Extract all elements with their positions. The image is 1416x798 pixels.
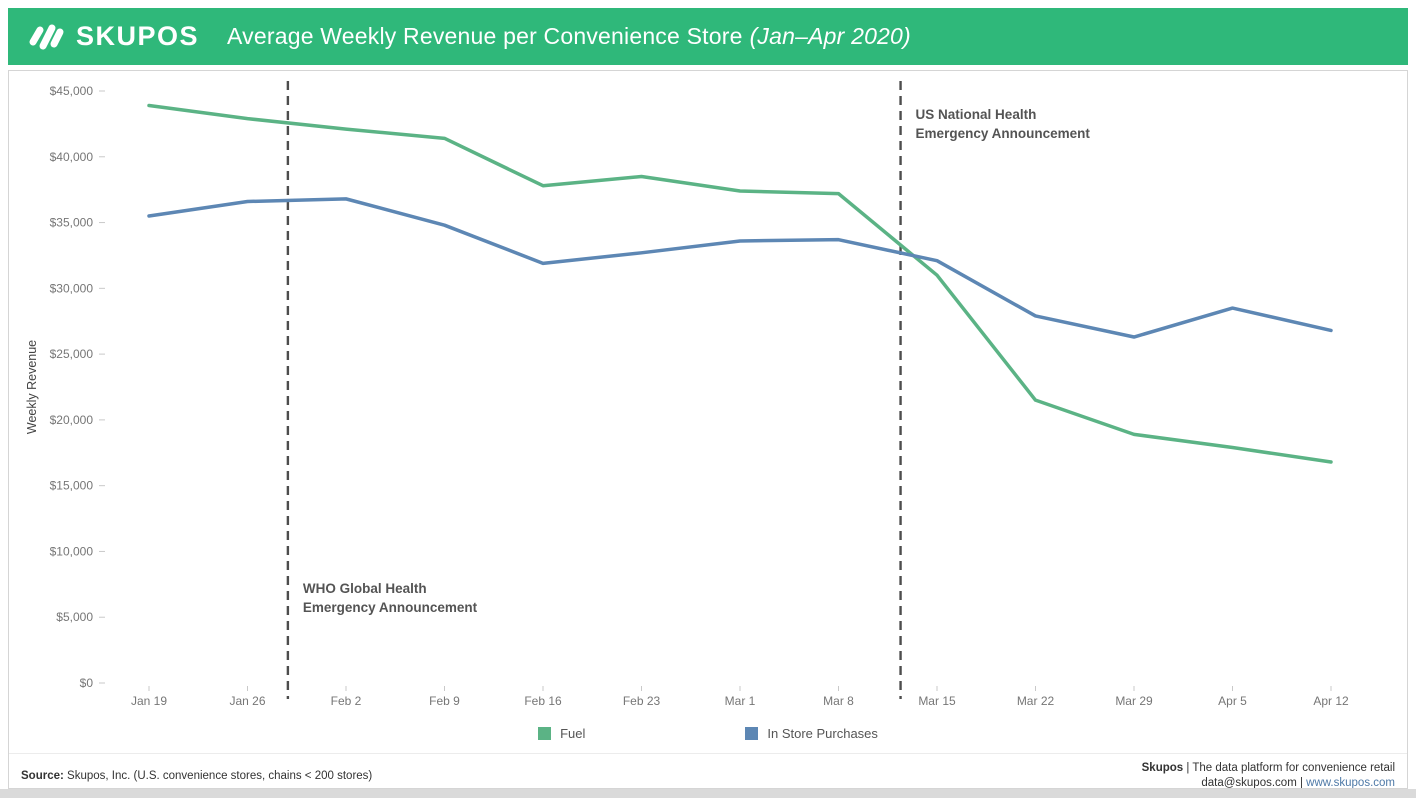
x-tick-label: Feb 2: [331, 694, 362, 708]
x-tick-label: Feb 23: [623, 694, 661, 708]
chart-footer: Source: Skupos, Inc. (U.S. convenience s…: [9, 753, 1407, 789]
annotation-who-global-health: WHO Global Health Emergency Announcement: [286, 81, 478, 699]
branding-note: Skupos | The data platform for convenien…: [1142, 761, 1395, 789]
skupos-logo: SKUPOS: [26, 19, 199, 55]
x-axis: Jan 19 Jan 26 Feb 2 Feb 9 Feb 16 Feb 23 Mar 1 M…: [131, 686, 1349, 708]
x-tick-label: Mar 8: [823, 694, 854, 708]
branding-tagline-text: | The data platform for convenience reta…: [1183, 762, 1395, 774]
x-tick-label: Apr 5: [1218, 694, 1247, 708]
y-tick-label: $15,000: [50, 479, 94, 493]
x-tick-label: Mar 15: [918, 694, 956, 708]
branding-contact: data@skupos.com | www.skupos.com: [1142, 776, 1395, 789]
window-bottom-strip: [0, 789, 1416, 798]
x-tick-label: Jan 26: [229, 694, 265, 708]
legend-item-in-store-purchases[interactable]: In Store Purchases: [745, 726, 878, 741]
branding-tagline: Skupos | The data platform for convenien…: [1142, 761, 1395, 776]
y-tick-label: $40,000: [50, 150, 94, 164]
series-line-in-store-purchases[interactable]: [147, 197, 1333, 339]
legend-swatch: [538, 726, 552, 740]
y-axis: $0 $5,000 $10,000 $15,000 $20,000 $25,000 $30,…: [50, 84, 105, 690]
legend-label: Fuel: [560, 725, 586, 741]
branding-email: data@skupos.com |: [1201, 777, 1307, 789]
y-axis-title: Weekly Revenue: [25, 340, 39, 434]
source-note: Source: Skupos, Inc. (U.S. convenience s…: [21, 770, 372, 782]
header-bar: SKUPOS Average Weekly Revenue per Conven…: [8, 8, 1408, 65]
annotation-label: US National Health: [916, 107, 1037, 122]
page-title: Average Weekly Revenue per Convenience S…: [227, 23, 911, 50]
page-title-daterange: (Jan–Apr 2020): [749, 23, 911, 49]
x-tick-label: Apr 12: [1313, 694, 1349, 708]
y-tick-label: $35,000: [50, 216, 94, 230]
annotation-us-national-health: US National Health Emergency Announcement: [899, 81, 1091, 699]
chart-legend: Fuel In Store Purchases: [9, 721, 1407, 745]
skupos-logo-icon: [29, 24, 64, 49]
annotation-label: WHO Global Health: [303, 581, 427, 596]
chart-card: $0 $5,000 $10,000 $15,000 $20,000 $25,000 $30,…: [8, 70, 1408, 789]
x-tick-label: Feb 9: [429, 694, 460, 708]
x-tick-label: Mar 22: [1017, 694, 1055, 708]
x-tick-label: Jan 19: [131, 694, 167, 708]
y-tick-label: $30,000: [50, 281, 94, 295]
page-title-text: Average Weekly Revenue per Convenience S…: [227, 23, 743, 49]
source-label: Source:: [21, 770, 64, 782]
branding-company: Skupos: [1141, 762, 1184, 774]
x-tick-label: Mar 1: [725, 694, 756, 708]
y-tick-label: $0: [80, 676, 94, 690]
chart-svg: $0 $5,000 $10,000 $15,000 $20,000 $25,000 $30,…: [25, 81, 1349, 708]
x-tick-label: Feb 16: [524, 694, 562, 708]
series-line-fuel[interactable]: [147, 103, 1333, 464]
y-tick-label: $25,000: [50, 347, 94, 361]
skupos-website-link[interactable]: www.skupos.com: [1306, 777, 1395, 789]
y-tick-label: $45,000: [50, 84, 94, 98]
legend-swatch: [745, 726, 759, 740]
annotation-label: Emergency Announcement: [916, 126, 1091, 141]
legend-label: In Store Purchases: [767, 725, 878, 741]
source-text: Skupos, Inc. (U.S. convenience stores, c…: [63, 770, 373, 782]
y-tick-label: $10,000: [50, 544, 94, 558]
revenue-line-chart: $0 $5,000 $10,000 $15,000 $20,000 $25,000 $30,…: [9, 71, 1407, 713]
x-tick-label: Mar 29: [1115, 694, 1153, 708]
y-tick-label: $20,000: [50, 413, 94, 427]
annotation-label: Emergency Announcement: [303, 600, 478, 615]
legend-item-fuel[interactable]: Fuel: [538, 726, 585, 741]
skupos-logo-text: SKUPOS: [76, 21, 200, 51]
y-tick-label: $5,000: [56, 610, 93, 624]
